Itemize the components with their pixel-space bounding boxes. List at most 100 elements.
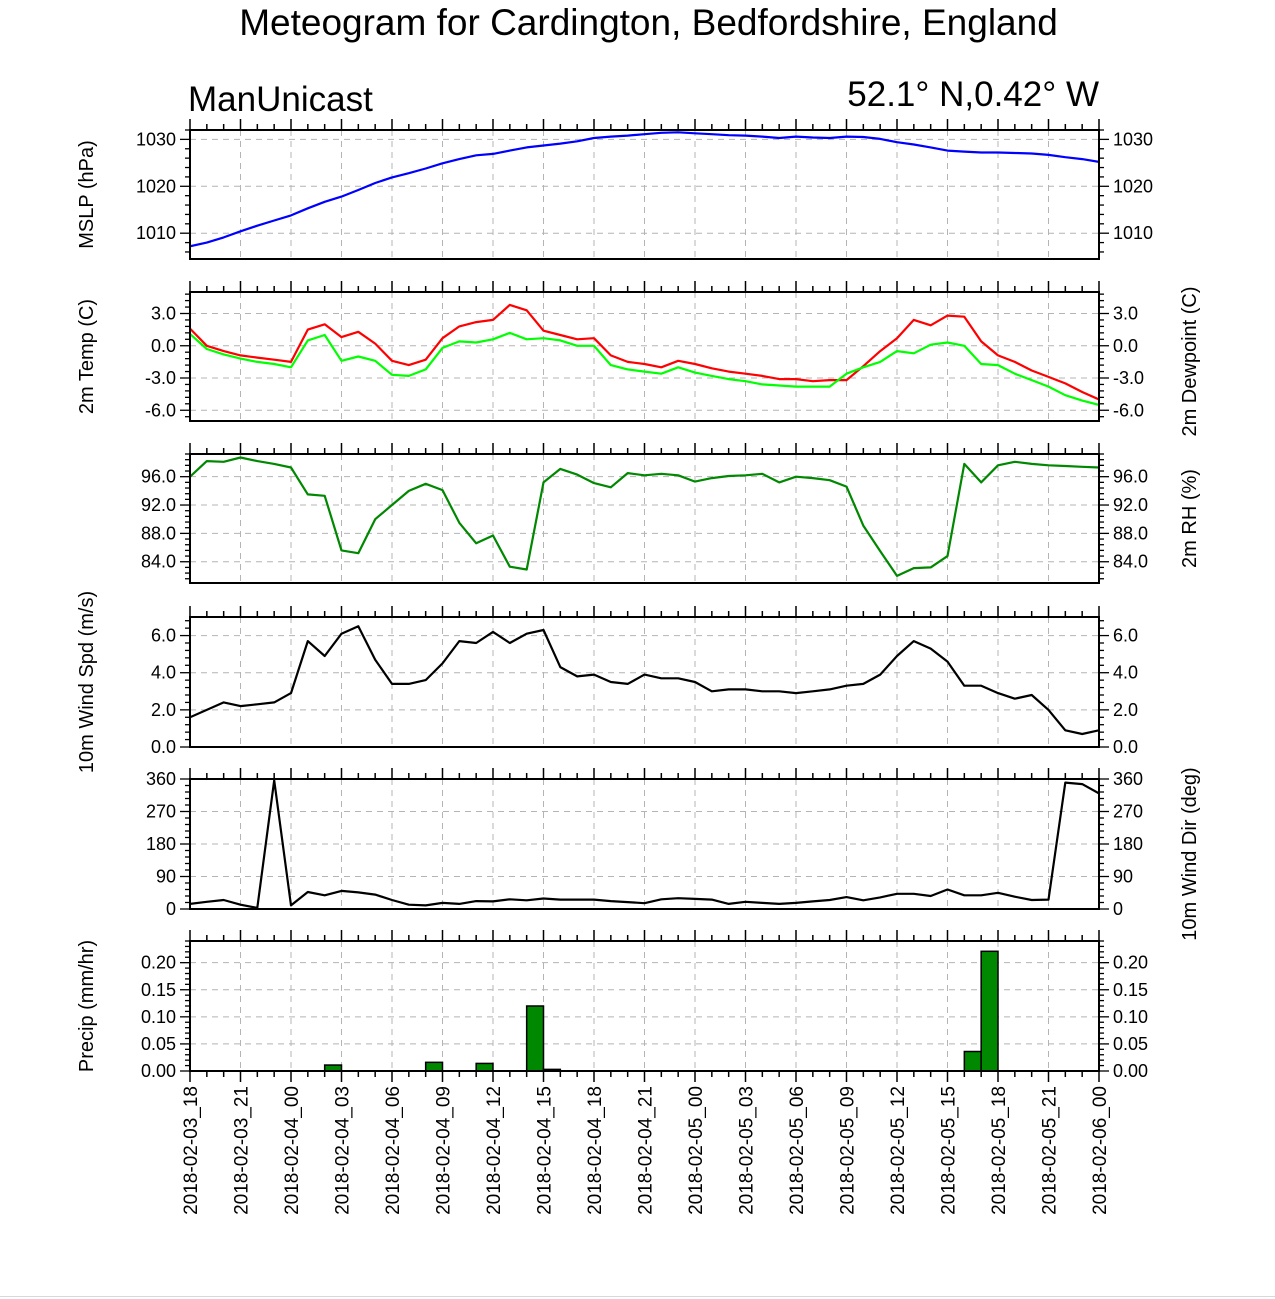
y-tick-label: 2.0 xyxy=(1113,700,1138,720)
y-tick-label: 90 xyxy=(1113,867,1133,887)
y-tick-label: 180 xyxy=(1113,834,1143,854)
y-tick-label: 270 xyxy=(146,802,176,822)
panel-3: 0.0 0.0 2.0 2.0 4.0 4.0 6.0 6.0 10m Wind Spd (m/… xyxy=(76,591,1138,773)
y-tick-label: 90 xyxy=(156,867,176,887)
precip-bar xyxy=(475,1062,494,1071)
y-tick-label: 2.0 xyxy=(151,700,176,720)
y-axis-label-left: 10m Wind Spd (m/s) xyxy=(76,591,98,773)
y-tick-label: 0.00 xyxy=(1113,1061,1148,1081)
y-tick-label: 1010 xyxy=(136,223,176,243)
panel-frame xyxy=(189,129,1100,260)
panel-5: 0.00 0.00 0.05 0.05 0.10 0.10 0.15 0.15 0.20 0.20… xyxy=(76,930,1148,1082)
panel-frame xyxy=(189,616,1100,748)
y-tick-label: 6.0 xyxy=(1113,626,1138,646)
y-tick-label: 270 xyxy=(1113,802,1143,822)
y-tick-label: 180 xyxy=(146,834,176,854)
x-tick-label: 2018-02-04_00 xyxy=(282,1086,303,1215)
y-tick-label: 3.0 xyxy=(151,304,176,324)
y-tick-label: -3.0 xyxy=(1113,368,1144,388)
y-tick-label: 4.0 xyxy=(151,663,176,683)
y-tick-label: 0.0 xyxy=(151,737,176,757)
x-tick-label: 2018-02-05_00 xyxy=(686,1086,707,1215)
y-tick-label: 0.0 xyxy=(1113,336,1138,356)
y-tick-label: -6.0 xyxy=(145,400,176,420)
x-tick-label: 2018-02-05_18 xyxy=(989,1086,1010,1215)
y-tick-label: 88.0 xyxy=(141,523,176,543)
y-tick-label: 84.0 xyxy=(1113,552,1148,572)
y-tick-label: 1030 xyxy=(136,129,176,149)
y-axis-label-right: 2m RH (%) xyxy=(1179,469,1201,568)
y-axis-label-left: Precip (mm/hr) xyxy=(76,940,98,1072)
y-tick-label: 84.0 xyxy=(141,552,176,572)
y-tick-label: 360 xyxy=(1113,769,1143,789)
precip-bar xyxy=(963,1050,982,1071)
x-tick-label: 2018-02-04_18 xyxy=(585,1086,606,1215)
panel-4: 0 0 90 90 180 180 270 270 360 360 10m Wind Dir (de… xyxy=(146,767,1201,940)
y-tick-label: 1010 xyxy=(1113,223,1153,243)
y-tick-label: 0.0 xyxy=(151,336,176,356)
y-axis-label-left: 2m Temp (C) xyxy=(76,299,98,414)
x-tick-label: 2018-02-05_15 xyxy=(939,1086,960,1215)
series-line-rh xyxy=(190,456,1099,578)
x-tick-label: 2018-02-04_06 xyxy=(383,1086,404,1215)
series-line-wind xyxy=(190,625,1099,736)
chart-title: Meteogram for Cardington, Bedfordshire, … xyxy=(239,2,1058,43)
panel-1: -6.0 -6.0 -3.0 -3.0 0.0 0.0 3.0 3.0 2m Temp (C) 2… xyxy=(76,281,1201,437)
y-tick-label: 1020 xyxy=(1113,176,1153,196)
x-tick-label: 2018-02-06_00 xyxy=(1090,1086,1111,1215)
precip-bar xyxy=(424,1061,444,1071)
precip-bar xyxy=(525,1005,545,1071)
panel-frame xyxy=(189,778,1100,910)
y-tick-label: 4.0 xyxy=(1113,663,1138,683)
y-axis-label-right: 10m Wind Dir (deg) xyxy=(1179,767,1201,940)
x-tick-label: 2018-02-04_15 xyxy=(535,1086,556,1215)
panel-frame xyxy=(189,940,1100,1072)
y-tick-label: 92.0 xyxy=(1113,495,1148,515)
precip-bar xyxy=(980,950,999,1071)
y-tick-label: 3.0 xyxy=(1113,304,1138,324)
bottom-divider xyxy=(0,1296,1275,1297)
panel-frame xyxy=(189,453,1100,584)
x-tick-label: 2018-02-05_21 xyxy=(1040,1086,1061,1215)
panel-frame xyxy=(189,291,1100,422)
y-tick-label: 360 xyxy=(146,769,176,789)
y-tick-label: 96.0 xyxy=(141,467,176,487)
y-tick-label: 0.20 xyxy=(1113,953,1148,973)
series-line-mslp xyxy=(190,131,1099,248)
series-line-dewpoint xyxy=(190,331,1099,406)
y-tick-label: -3.0 xyxy=(145,368,176,388)
y-tick-label: -6.0 xyxy=(1113,400,1144,420)
y-tick-label: 1030 xyxy=(1113,129,1153,149)
y-tick-label: 0 xyxy=(166,899,176,919)
y-tick-label: 0.0 xyxy=(1113,737,1138,757)
y-tick-label: 0 xyxy=(1113,899,1123,919)
series-line-wind xyxy=(190,779,1099,909)
x-tick-label: 2018-02-05_09 xyxy=(838,1086,859,1215)
y-tick-label: 1020 xyxy=(136,176,176,196)
location-coordinates: 52.1° N,0.42° W xyxy=(847,75,1099,114)
y-tick-label: 0.10 xyxy=(141,1007,176,1027)
x-tick-label: 2018-02-04_21 xyxy=(636,1086,657,1215)
y-tick-label: 0.00 xyxy=(141,1061,176,1081)
y-tick-label: 96.0 xyxy=(1113,467,1148,487)
y-tick-label: 0.05 xyxy=(1113,1034,1148,1054)
y-tick-label: 88.0 xyxy=(1113,523,1148,543)
y-tick-label: 92.0 xyxy=(141,495,176,515)
y-tick-label: 0.15 xyxy=(141,980,176,1000)
x-tick-label: 2018-02-03_18 xyxy=(181,1086,202,1215)
y-axis-label-left: MSLP (hPa) xyxy=(76,140,98,249)
x-tick-label: 2018-02-04_03 xyxy=(333,1086,354,1215)
x-tick-label: 2018-02-04_12 xyxy=(484,1086,505,1215)
panel-2: 84.0 84.0 88.0 88.0 92.0 92.0 96.0 96.0 2m RH (%… xyxy=(141,443,1201,584)
x-tick-label: 2018-02-04_09 xyxy=(434,1086,455,1215)
x-tick-label: 2018-02-03_21 xyxy=(232,1086,253,1215)
x-tick-label: 2018-02-05_03 xyxy=(737,1086,758,1215)
y-tick-label: 0.05 xyxy=(141,1034,176,1054)
x-tick-label: 2018-02-05_06 xyxy=(787,1086,808,1215)
y-tick-label: 0.20 xyxy=(141,953,176,973)
y-axis-label-right: 2m Dewpoint (C) xyxy=(1179,286,1201,436)
series-line-temp xyxy=(190,303,1099,401)
y-tick-label: 0.15 xyxy=(1113,980,1148,1000)
panel-0: 1010 1010 1020 1020 1030 1030 MSLP (hPa) xyxy=(76,119,1153,260)
